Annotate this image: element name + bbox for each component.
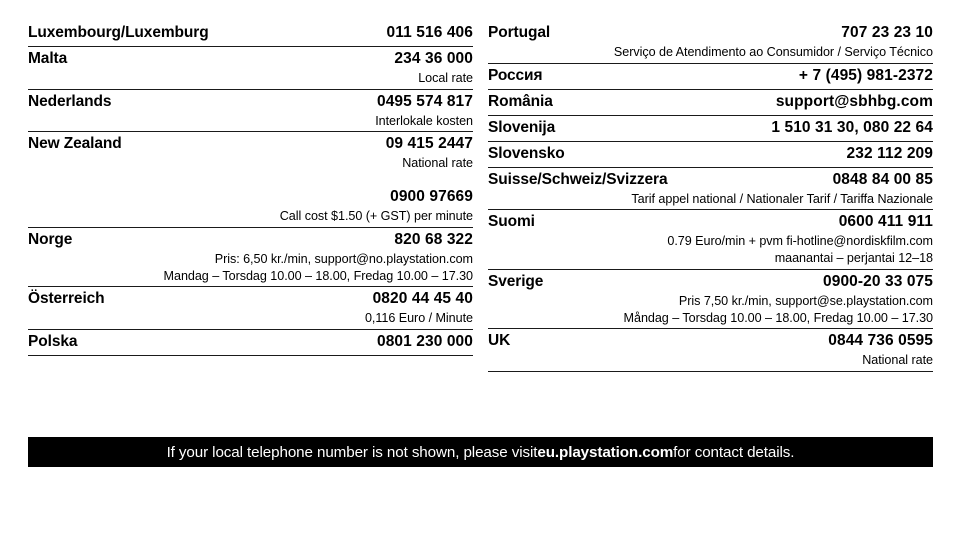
country-row-main: Nederlands 0495 574 817	[28, 91, 473, 113]
country-row: UK 0844 736 0595 National rate	[488, 328, 933, 373]
country-row: Malta 234 36 000 Local rate	[28, 46, 473, 89]
country-name: Sverige	[488, 272, 544, 290]
footer-text-after: for contact details.	[673, 443, 795, 461]
country-row: Nederlands 0495 574 817 Interlokale kosten	[28, 88, 473, 132]
country-secondary-note: Call cost $1.50 (+ GST) per minute	[279, 209, 473, 224]
country-name: Norge	[28, 230, 73, 248]
country-row-main: Polska 0801 230 000	[28, 331, 473, 353]
country-note: Pris 7,50 kr./min, support@se.playstatio…	[678, 293, 933, 308]
country-note: Serviço de Atendimento ao Consumidor / S…	[613, 45, 933, 59]
country-phone-number[interactable]: 707 23 23 10	[841, 24, 933, 41]
country-row: Portugal 707 23 23 10 Serviço de Atendimen…	[488, 22, 933, 63]
footer-banner: If your local telephone number is not sh…	[28, 437, 933, 467]
country-row-main: Россия + 7 (495) 981-2372	[488, 65, 933, 87]
country-phone-number[interactable]: 0900-20 33 075	[823, 272, 933, 290]
country-note: Mandag – Torsdag 10.00 – 18.00, Fredag 1…	[163, 268, 474, 283]
country-phone-number[interactable]: 09 415 2447	[385, 135, 473, 153]
country-row: Suisse/Schweiz/Svizzera 0848 84 00 85 Tari…	[488, 166, 933, 210]
country-note: 0,116 Euro / Minute	[364, 311, 473, 326]
footer-website-link[interactable]: eu.playstation.com	[537, 443, 674, 461]
country-note: National rate	[862, 353, 933, 368]
country-note: 0.79 Euro/min + pvm fi-hotline@nordiskfi…	[667, 234, 933, 249]
country-name: New Zealand	[28, 135, 122, 153]
country-row-main: Portugal 707 23 23 10	[488, 22, 933, 44]
country-row-main: Sverige 0900-20 33 075	[488, 271, 933, 293]
country-phone-number[interactable]: 0600 411 911	[838, 213, 933, 231]
country-name: România	[488, 92, 553, 110]
country-name: Slovensko	[488, 144, 565, 162]
country-name: UK	[488, 332, 511, 350]
country-note: Måndag – Torsdag 10.00 – 18.00, Fredag 1…	[623, 310, 934, 325]
country-row: Suomi 0600 411 911 0.79 Euro/min + pvm fi-…	[488, 209, 933, 268]
country-note: Local rate	[418, 71, 473, 85]
country-name: Österreich	[28, 290, 105, 308]
country-name: Suisse/Schweiz/Svizzera	[488, 170, 668, 188]
country-row: New Zealand 09 415 2447 National rate 0900 …	[28, 131, 473, 226]
country-name: Luxembourg/Luxemburg	[28, 24, 209, 41]
country-note: maanantai – perjantai 12–18	[774, 251, 933, 266]
country-row-main: Suomi 0600 411 911	[488, 211, 933, 233]
country-row-main: New Zealand 09 415 2447	[28, 133, 473, 155]
country-row-main: UK 0844 736 0595	[488, 330, 933, 352]
country-secondary-group: 0900 97669 Call cost $1.50 (+ GST) per mi…	[28, 186, 473, 225]
left-country-column: Luxembourg/Luxemburg 011 516 406 Malta 234 …	[28, 22, 474, 357]
country-row: Polska 0801 230 000	[28, 329, 473, 357]
country-columns: Luxembourg/Luxemburg 011 516 406 Malta 234 …	[28, 22, 934, 373]
country-phone-number[interactable]: 232 112 209	[846, 144, 933, 162]
country-row: Österreich 0820 44 45 40 0,116 Euro / Minu…	[28, 286, 473, 329]
country-row-main: Norge 820 68 322	[28, 229, 473, 251]
country-phone-number[interactable]: 1 510 31 30, 080 22 64	[771, 118, 933, 136]
country-phone-number[interactable]: 0848 84 00 85	[832, 170, 933, 188]
country-name: Slovenija	[488, 118, 556, 136]
country-row: Slovenija 1 510 31 30, 080 22 64	[488, 114, 933, 141]
country-phone-number[interactable]: + 7 (495) 981-2372	[798, 66, 933, 84]
country-name: Nederlands	[28, 92, 112, 110]
country-name: Suomi	[488, 213, 535, 231]
country-name: Malta	[28, 50, 68, 67]
country-row-main: Slovensko 232 112 209	[488, 143, 933, 165]
country-note: National rate	[402, 156, 473, 171]
country-row: Norge 820 68 322 Pris: 6,50 kr./min, suppo…	[28, 226, 474, 286]
country-note: Tarif appel national / Nationaler Tarif …	[631, 191, 933, 206]
country-phone-number[interactable]: 011 516 406	[386, 24, 473, 41]
country-row-main: Suisse/Schweiz/Svizzera 0848 84 00 85	[488, 169, 933, 191]
country-row: Slovensko 232 112 209	[488, 140, 933, 167]
country-note: Pris: 6,50 kr./min, support@no.playstati…	[214, 251, 473, 266]
country-row: Luxembourg/Luxemburg 011 516 406	[28, 22, 473, 46]
country-row-main: România support@sbhbg.com	[488, 91, 933, 113]
country-row-main: Malta 234 36 000	[28, 48, 473, 70]
country-phone-number[interactable]: 234 36 000	[394, 50, 473, 67]
country-name: Portugal	[488, 24, 551, 41]
country-row-main: Österreich 0820 44 45 40	[28, 288, 473, 310]
country-phone-number[interactable]: 0801 230 000	[376, 333, 473, 351]
country-row: Sverige 0900-20 33 075 Pris 7,50 kr./min, …	[488, 268, 934, 328]
country-note: Interlokale kosten	[375, 113, 473, 128]
country-row: Россия + 7 (495) 981-2372	[488, 62, 933, 89]
country-phone-number[interactable]: 0495 574 817	[376, 92, 473, 110]
country-phone-number[interactable]: 0820 44 45 40	[372, 290, 473, 308]
country-name: Россия	[488, 66, 543, 84]
country-row-main: Slovenija 1 510 31 30, 080 22 64	[488, 117, 933, 139]
country-phone-number[interactable]: 820 68 322	[394, 230, 473, 248]
country-row: România support@sbhbg.com	[488, 88, 933, 115]
country-name: Polska	[28, 333, 78, 351]
country-phone-number[interactable]: support@sbhbg.com	[775, 92, 933, 110]
country-row-main: Luxembourg/Luxemburg 011 516 406	[28, 22, 473, 44]
country-secondary-phone-number[interactable]: 0900 97669	[390, 188, 473, 206]
country-phone-number[interactable]: 0844 736 0595	[828, 332, 933, 350]
footer-text-before: If your local telephone number is not sh…	[166, 443, 538, 461]
right-country-column: Portugal 707 23 23 10 Serviço de Atendimen…	[488, 22, 934, 373]
